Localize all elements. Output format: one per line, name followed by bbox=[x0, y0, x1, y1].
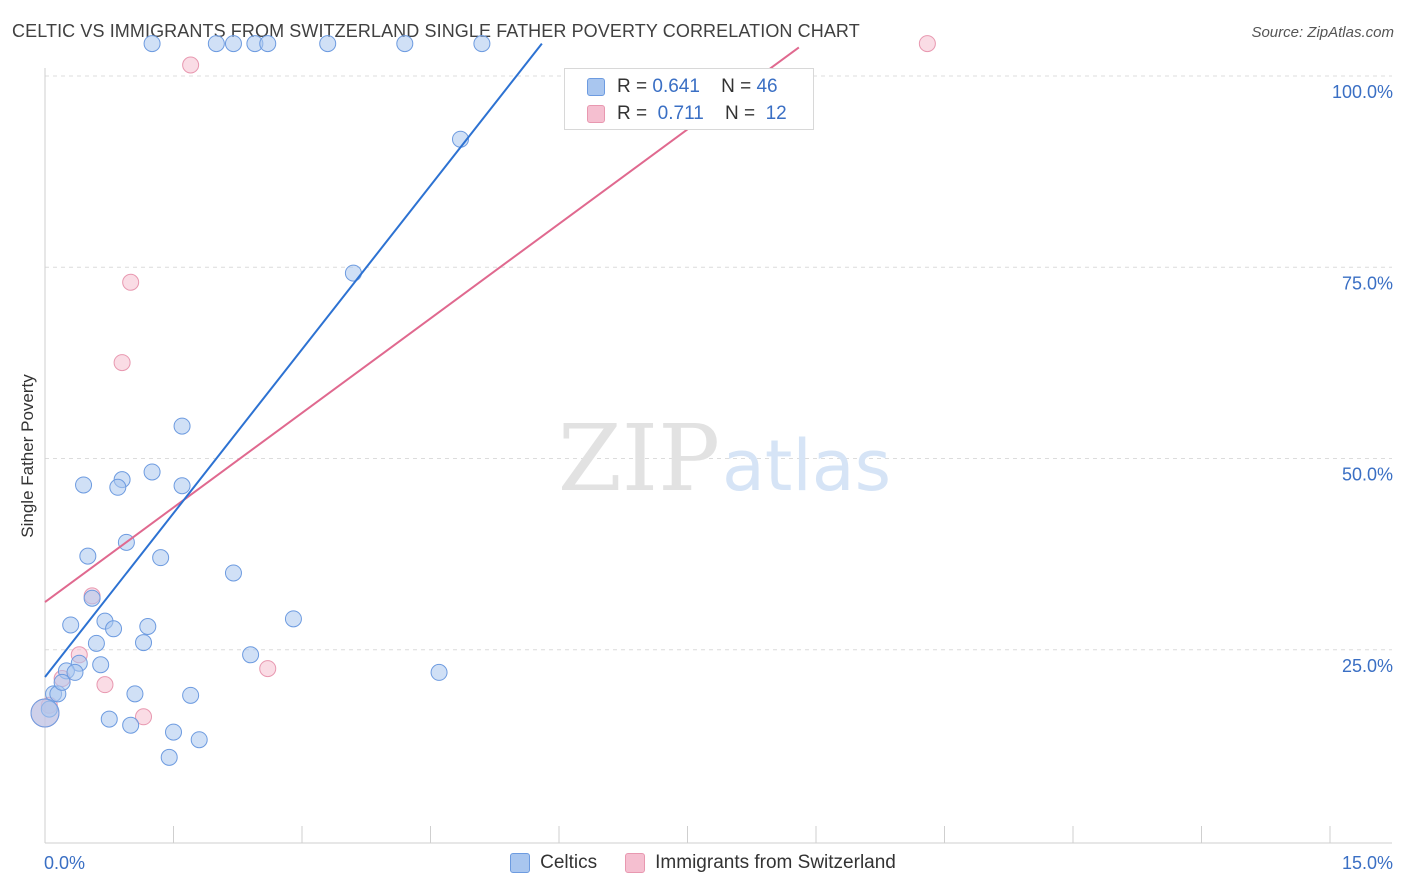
y-tick-label: 25.0% bbox=[1342, 656, 1393, 676]
swiss-r-label: R = bbox=[617, 103, 648, 124]
x-tick-label: 0.0% bbox=[44, 853, 85, 873]
celtics-point bbox=[105, 620, 123, 638]
celtics-point bbox=[207, 35, 225, 53]
celtics-point bbox=[224, 35, 242, 53]
swiss-point bbox=[122, 273, 140, 291]
celtics-point bbox=[79, 547, 97, 565]
x-tick-label: 15.0% bbox=[1342, 853, 1393, 873]
celtics-r-value: 0.641 bbox=[652, 76, 700, 97]
swiss-point bbox=[96, 676, 114, 694]
y-axis-label: Single Father Poverty bbox=[18, 374, 37, 538]
swiss-points bbox=[30, 35, 936, 728]
celtics-legend-swatch bbox=[510, 853, 531, 873]
celtics-point bbox=[100, 710, 118, 728]
celtics-swatch bbox=[587, 78, 605, 96]
series-legend: Celtics Immigrants from Switzerland bbox=[0, 852, 1406, 874]
correlation-legend: R = 0.641 N = 46 R = 0.711 N = 12 bbox=[564, 68, 814, 130]
celtics-point bbox=[173, 417, 191, 435]
gridlines bbox=[45, 75, 1392, 651]
swiss-point bbox=[259, 660, 277, 678]
celtics-point bbox=[66, 663, 84, 681]
celtics-point bbox=[182, 686, 200, 704]
watermark-zip: ZIP bbox=[558, 405, 720, 512]
swiss-point bbox=[113, 354, 131, 372]
celtics-point bbox=[135, 634, 153, 652]
chart-title: CELTIC VS IMMIGRANTS FROM SWITZERLAND SI… bbox=[12, 21, 860, 41]
y-tick-label: 50.0% bbox=[1342, 465, 1393, 485]
swiss-n-value: 12 bbox=[765, 103, 787, 124]
legend-item-celtics[interactable]: Celtics bbox=[510, 852, 597, 874]
legend-row-celtics: R = 0.641 N = 46 bbox=[587, 74, 778, 100]
celtics-point bbox=[284, 610, 302, 628]
celtics-r-label: R = bbox=[617, 76, 648, 97]
celtics-point bbox=[143, 463, 161, 481]
celtics-n-value: 46 bbox=[756, 76, 778, 97]
celtics-point bbox=[109, 478, 127, 496]
celtics-point bbox=[473, 35, 491, 53]
trendlines bbox=[44, 42, 800, 678]
celtics-point bbox=[75, 476, 93, 494]
celtics-point bbox=[139, 618, 157, 636]
celtics-point bbox=[152, 549, 170, 567]
celtics-point bbox=[224, 564, 242, 582]
legend-row-swiss: R = 0.711 N = 12 bbox=[587, 101, 787, 127]
celtics-point bbox=[344, 264, 362, 282]
celtics-point bbox=[53, 673, 71, 691]
celtics-point bbox=[126, 685, 144, 703]
swiss-r-value: 0.711 bbox=[657, 103, 704, 124]
celtics-point bbox=[122, 716, 140, 734]
legend-item-swiss[interactable]: Immigrants from Switzerland bbox=[625, 852, 896, 874]
celtics-point bbox=[259, 35, 277, 53]
celtics-point bbox=[430, 663, 448, 681]
celtics-point bbox=[30, 698, 60, 728]
swiss-point bbox=[918, 35, 936, 53]
swiss-n-label: N = bbox=[724, 103, 756, 124]
celtics-trendline bbox=[44, 42, 543, 678]
celtics-point bbox=[92, 656, 110, 674]
celtics-legend-label: Celtics bbox=[540, 852, 598, 873]
swiss-point bbox=[135, 708, 153, 726]
celtics-point bbox=[173, 477, 191, 495]
celtics-points bbox=[30, 35, 491, 766]
celtics-point bbox=[83, 589, 101, 607]
celtics-point bbox=[242, 646, 260, 664]
celtics-point bbox=[160, 748, 178, 766]
celtics-n-label: N = bbox=[721, 76, 752, 97]
celtics-point bbox=[396, 35, 414, 53]
celtics-point bbox=[87, 634, 105, 652]
celtics-point bbox=[319, 35, 337, 53]
swiss-legend-label: Immigrants from Switzerland bbox=[655, 852, 896, 873]
swiss-point bbox=[182, 56, 200, 74]
celtics-point bbox=[190, 731, 208, 749]
y-tick-label: 75.0% bbox=[1342, 273, 1393, 293]
swiss-legend-swatch bbox=[625, 853, 646, 873]
tick-labels: 25.0% 50.0% 75.0% 100.0% 0.0% 15.0% bbox=[44, 82, 1393, 873]
celtics-point bbox=[165, 723, 182, 741]
watermark-atlas: atlas bbox=[722, 425, 891, 507]
source-credit: Source: ZipAtlas.com bbox=[1251, 24, 1394, 41]
celtics-point bbox=[62, 616, 80, 634]
swiss-swatch bbox=[587, 105, 605, 123]
swiss-trendline bbox=[44, 46, 800, 603]
y-tick-label: 100.0% bbox=[1332, 82, 1393, 102]
celtics-point bbox=[143, 35, 161, 53]
